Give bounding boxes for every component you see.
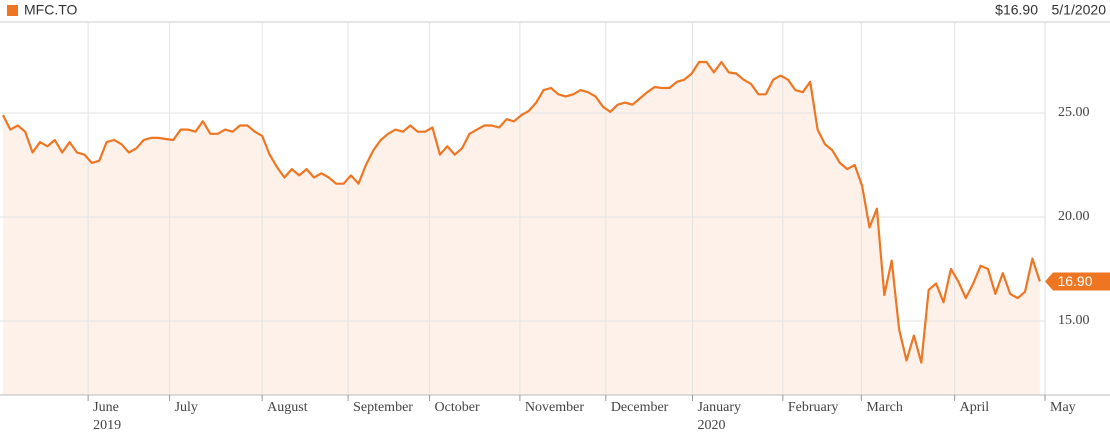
- price-line: [2, 60, 1041, 364]
- y-tick-label: 15.00: [1058, 313, 1090, 328]
- last-value-label: 16.90: [1057, 273, 1092, 289]
- x-tick-label: March: [866, 400, 903, 415]
- x-tick-year: 2019: [93, 418, 121, 432]
- date: 5/1/2020: [1052, 2, 1107, 18]
- x-tick-label: January: [697, 400, 741, 415]
- price: $16.90: [995, 2, 1038, 18]
- last-value-badge: [1045, 272, 1110, 291]
- x-tick-label: November: [525, 400, 584, 415]
- legend-label: MFC.TO: [24, 2, 78, 18]
- y-tick-label: 20.00: [1058, 209, 1090, 224]
- y-tick-label: 25.00: [1058, 105, 1090, 120]
- x-tick-label: September: [353, 400, 413, 415]
- x-tick-label: April: [960, 400, 990, 415]
- x-tick-label: December: [611, 400, 669, 415]
- legend-swatch: [7, 5, 18, 16]
- x-tick-label: July: [175, 400, 198, 415]
- x-tick-label: August: [267, 400, 308, 415]
- x-tick-label: February: [788, 400, 839, 415]
- x-tick-label: October: [435, 400, 480, 415]
- x-tick-label: June: [93, 400, 119, 415]
- x-tick-label: May: [1050, 400, 1076, 415]
- x-tick-year: 2020: [697, 418, 725, 432]
